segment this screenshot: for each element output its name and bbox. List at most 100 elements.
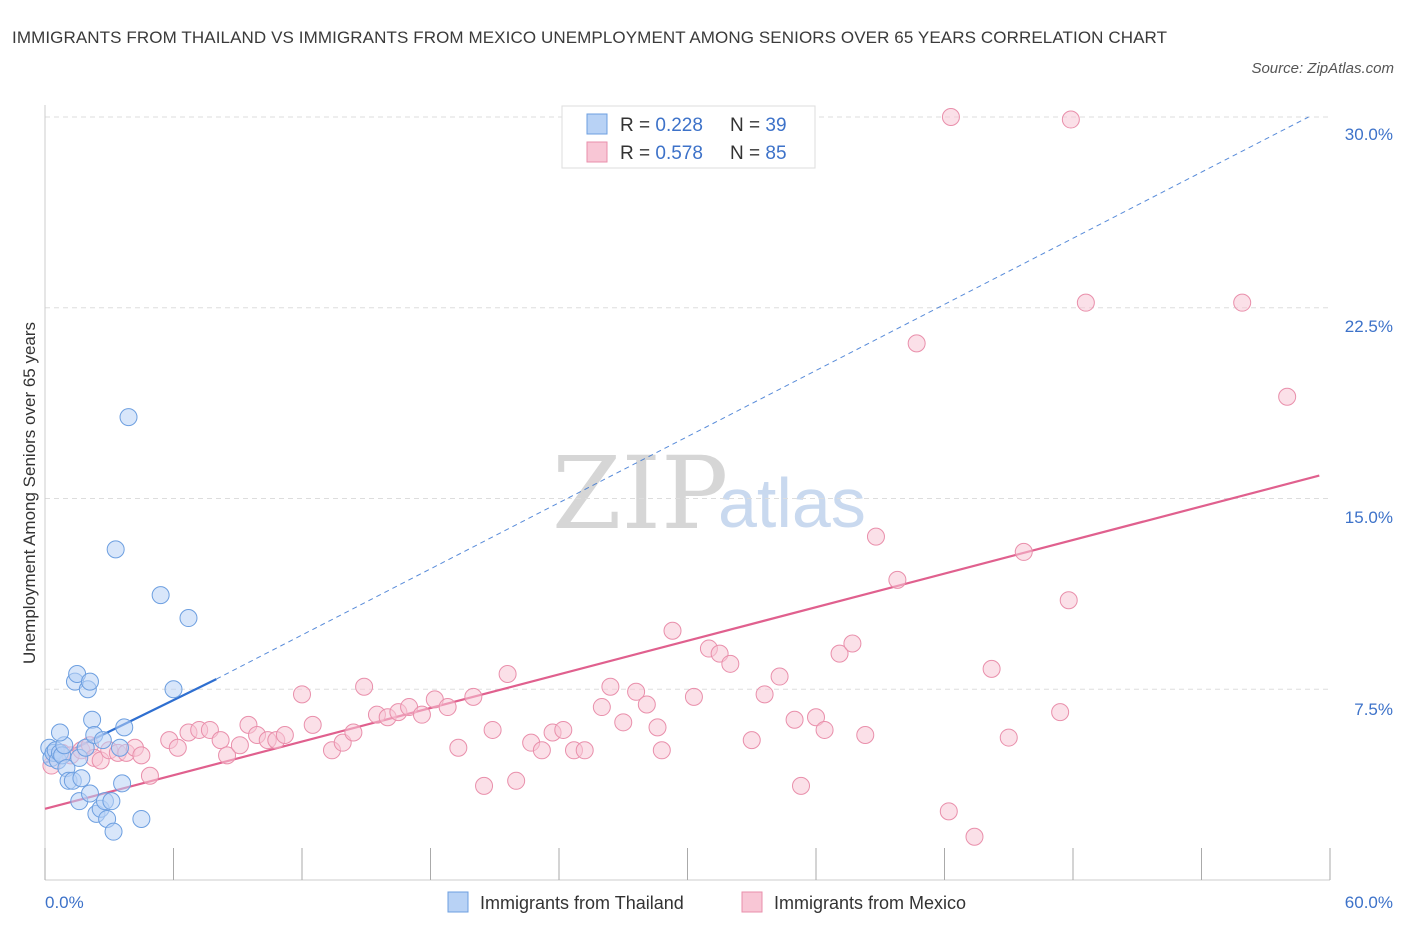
data-point-mexico-84 <box>1061 110 1080 129</box>
chart-title: IMMIGRANTS FROM THAILAND VS IMMIGRANTS F… <box>12 28 1168 47</box>
data-point-mexico-74 <box>888 570 907 589</box>
y-axis-label: Unemployment Among Seniors over 65 years <box>20 322 39 664</box>
legend-r-value-thailand: 0.228 <box>655 115 703 136</box>
data-point-thailand-30 <box>106 540 125 559</box>
legend-row-mexico: R = 0.578 <box>620 143 703 164</box>
data-point-thailand-8 <box>50 723 69 742</box>
data-point-mexico-73 <box>866 527 885 546</box>
legend-n-mexico: N = 85 <box>730 143 787 164</box>
watermark-zip: ZIP <box>552 435 728 552</box>
source-label: Source: ZipAtlas.com <box>1251 60 1394 77</box>
data-point-mexico-42 <box>483 720 502 739</box>
data-point-mexico-51 <box>592 698 611 717</box>
data-point-thailand-35 <box>132 809 151 828</box>
series-legend-label-mexico: Immigrants from Mexico <box>774 893 966 913</box>
data-point-mexico-58 <box>663 621 682 640</box>
data-point-thailand-25 <box>93 731 112 750</box>
trend-line-thailand-extended <box>216 116 1309 680</box>
data-point-mexico-72 <box>856 726 875 745</box>
data-point-mexico-80 <box>999 728 1018 747</box>
watermark: ZIP atlas <box>552 435 866 552</box>
data-point-mexico-67 <box>792 776 811 795</box>
data-point-mexico-46 <box>532 741 551 760</box>
legend-n-value-thailand: 39 <box>765 115 786 136</box>
data-point-mexico-19 <box>218 746 237 765</box>
data-point-mexico-82 <box>1051 703 1070 722</box>
data-point-mexico-53 <box>614 713 633 732</box>
data-point-mexico-40 <box>464 687 483 706</box>
series-legend: Immigrants from Thailand Immigrants from… <box>447 891 966 913</box>
data-point-mexico-87 <box>1278 387 1297 406</box>
data-point-mexico-63 <box>742 731 761 750</box>
stats-legend: R = 0.228 N = 39 R = 0.578 N = 85 <box>561 105 816 169</box>
data-point-thailand-32 <box>113 774 132 793</box>
gridlines <box>45 116 1330 690</box>
data-point-mexico-48 <box>554 720 573 739</box>
legend-n-label-mexico: N = <box>730 143 765 164</box>
legend-swatch-mexico <box>586 141 608 163</box>
x-tick-label-max: 60.0% <box>1345 893 1393 912</box>
data-point-mexico-75 <box>907 334 926 353</box>
series-legend-label-thailand: Immigrants from Thailand <box>480 893 684 913</box>
data-point-mexico-69 <box>815 720 834 739</box>
data-point-mexico-76 <box>939 802 958 821</box>
data-point-mexico-70 <box>830 644 849 663</box>
data-point-mexico-52 <box>601 677 620 696</box>
legend-r-label-thailand: R = <box>620 115 655 136</box>
data-point-mexico-77 <box>941 108 960 126</box>
series-legend-swatch-thailand <box>447 891 469 913</box>
data-point-thailand-19 <box>80 784 99 803</box>
data-point-thailand-38 <box>179 609 198 628</box>
data-point-thailand-33 <box>115 718 134 737</box>
legend-n-thailand: N = 39 <box>730 115 787 136</box>
legend-row-thailand: R = 0.228 <box>620 115 703 136</box>
data-point-mexico-66 <box>785 710 804 729</box>
data-point-mexico-62 <box>721 654 740 673</box>
data-point-mexico-27 <box>303 715 322 734</box>
data-point-mexico-38 <box>438 698 457 717</box>
data-point-mexico-79 <box>982 659 1001 678</box>
data-point-thailand-34 <box>119 408 138 427</box>
data-point-mexico-71 <box>843 634 862 653</box>
data-point-mexico-26 <box>293 685 311 704</box>
data-point-mexico-54 <box>627 682 646 701</box>
legend-r-label-mexico: R = <box>620 143 655 164</box>
data-point-mexico-68 <box>807 708 825 727</box>
trend-line-mexico <box>44 474 1320 810</box>
data-point-mexico-57 <box>652 741 671 760</box>
data-point-mexico-14 <box>168 738 187 757</box>
data-point-mexico-11 <box>132 746 151 765</box>
series-mexico-points <box>42 108 1297 846</box>
data-point-mexico-85 <box>1076 293 1095 312</box>
data-point-mexico-56 <box>648 718 667 737</box>
data-point-mexico-36 <box>412 705 431 724</box>
data-point-thailand-31 <box>110 738 129 757</box>
data-point-mexico-59 <box>684 687 703 706</box>
data-point-mexico-83 <box>1059 591 1078 610</box>
legend-r-value-mexico: 0.578 <box>655 143 703 164</box>
data-point-thailand-28 <box>102 792 121 811</box>
y-tick-label-30: 30.0% <box>1345 125 1393 144</box>
data-point-mexico-41 <box>475 776 494 795</box>
y-tick-label-7-5: 7.5% <box>1354 700 1393 719</box>
data-point-mexico-64 <box>755 685 774 704</box>
data-point-thailand-37 <box>164 680 183 699</box>
data-point-mexico-25 <box>275 726 294 745</box>
y-tick-label-15: 15.0% <box>1345 508 1393 527</box>
legend-n-value-mexico: 85 <box>765 143 786 164</box>
watermark-atlas: atlas <box>718 464 866 542</box>
data-point-thailand-17 <box>76 738 95 757</box>
series-legend-swatch-mexico <box>741 891 763 913</box>
x-tick-label-min: 0.0% <box>45 893 84 912</box>
data-point-mexico-65 <box>770 667 789 686</box>
data-point-mexico-31 <box>355 677 374 696</box>
data-point-mexico-39 <box>449 738 468 757</box>
data-point-mexico-86 <box>1233 293 1252 312</box>
data-point-thailand-36 <box>151 586 170 605</box>
data-point-mexico-81 <box>1014 542 1033 561</box>
data-point-mexico-30 <box>344 723 363 742</box>
data-point-mexico-43 <box>498 664 517 683</box>
legend-swatch-thailand <box>586 113 608 135</box>
data-point-mexico-44 <box>507 771 526 790</box>
